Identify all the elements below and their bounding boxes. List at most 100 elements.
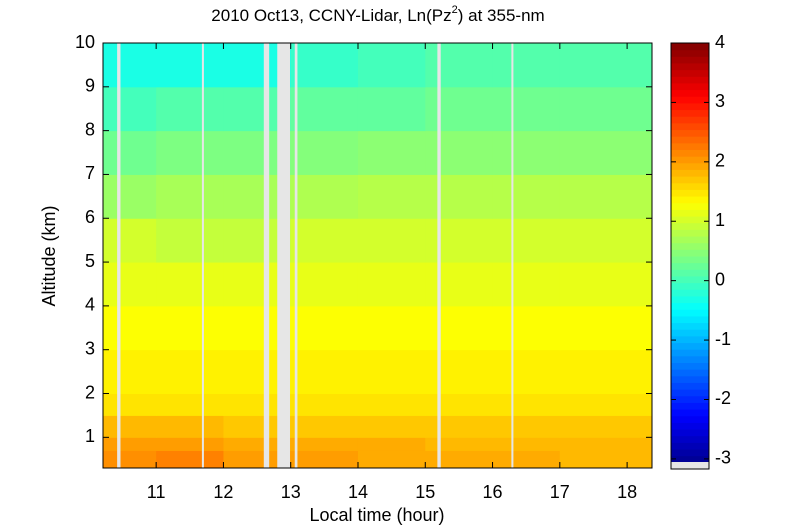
colorbar-swatch: [671, 362, 709, 370]
colorbar-swatch: [671, 415, 709, 423]
heatmap-cell: [223, 393, 292, 416]
colorbar-nan: [671, 462, 709, 469]
heatmap-cell: [103, 130, 157, 175]
heatmap-cell: [156, 174, 224, 219]
colorbar-swatch: [671, 442, 709, 450]
heatmap-cell: [559, 130, 653, 175]
heatmap-cell: [290, 174, 359, 219]
heatmap-cell: [290, 437, 359, 451]
heatmap-cell: [156, 450, 224, 469]
x-tick-label: 14: [348, 482, 368, 502]
heatmap-cell: [103, 305, 157, 351]
data-gap: [201, 43, 204, 468]
colorbar-tick-label: -3: [715, 448, 731, 468]
heatmap-cell: [559, 86, 653, 132]
colorbar-tick-label: -2: [715, 388, 731, 408]
chart-title: 2010 Oct13, CCNY-Lidar, Ln(Pz2) at 355-n…: [211, 4, 544, 26]
colorbar-swatch: [671, 189, 709, 197]
heatmap-cell: [425, 43, 494, 88]
title-superscript: 2: [452, 4, 458, 16]
colorbar-swatch: [671, 169, 709, 177]
colorbar-swatch: [671, 149, 709, 157]
colorbar-swatch: [671, 82, 709, 91]
colorbar-swatch: [671, 236, 709, 244]
colorbar-swatch: [671, 455, 709, 463]
colorbar-swatch: [671, 449, 709, 457]
colorbar-tick-label: 4: [715, 32, 725, 52]
colorbar-swatch: [671, 275, 709, 284]
colorbar-swatch: [671, 342, 709, 350]
heatmap-cell: [290, 349, 359, 395]
heatmap-cell: [223, 437, 292, 451]
colorbar-swatch: [671, 156, 709, 164]
y-tick-label: 5: [85, 251, 95, 271]
colorbar-swatch: [671, 256, 709, 264]
heatmap-cell: [425, 86, 494, 132]
colorbar-swatch: [671, 209, 709, 217]
colorbar-swatch: [671, 249, 709, 257]
colorbar-swatch: [671, 136, 709, 144]
heatmap-cell: [103, 262, 157, 307]
heatmap-cell: [290, 393, 359, 416]
colorbar-swatch: [671, 329, 709, 337]
heatmap-cell: [425, 450, 494, 469]
colorbar-swatch: [671, 43, 709, 51]
heatmap-cell: [492, 130, 561, 175]
heatmap-cell: [103, 86, 157, 132]
heatmap-cell: [357, 450, 426, 469]
colorbar-swatch: [671, 142, 709, 150]
colorbar-swatch: [671, 242, 709, 250]
heatmap-cell: [357, 218, 426, 263]
heatmap-cell: [492, 305, 561, 351]
heatmap-cell: [425, 262, 494, 307]
heatmap-cell: [425, 130, 494, 175]
heatmap-cell: [156, 305, 224, 351]
heatmap-cell: [357, 262, 426, 307]
heatmap-cell: [290, 305, 359, 351]
heatmap-cell: [103, 43, 157, 88]
colorbar-tick-label: 2: [715, 151, 725, 171]
title-part: ) at 355-nm: [458, 6, 545, 25]
colorbar-swatch: [671, 355, 709, 363]
heatmap-cell: [559, 415, 653, 438]
x-tick-label: 16: [483, 482, 503, 502]
x-tick-label: 15: [415, 482, 435, 502]
heatmap-cell: [357, 305, 426, 351]
heatmap-cell: [559, 218, 653, 263]
colorbar-swatch: [671, 262, 709, 270]
heatmap-cell: [290, 415, 359, 438]
colorbar-swatch: [671, 302, 709, 310]
heatmap-cell: [290, 218, 359, 263]
heatmap-cell: [357, 349, 426, 395]
colorbar-swatch: [671, 116, 709, 124]
heatmap-cell: [425, 415, 494, 438]
colorbar-frame: [670, 42, 710, 470]
title-part: 2010 Oct13, CCNY-Lidar, Ln(Pz: [211, 6, 451, 25]
data-gap: [277, 43, 291, 468]
heatmap-cell: [559, 437, 653, 451]
colorbar-swatch: [671, 422, 709, 430]
colorbar-swatch: [671, 269, 709, 277]
heatmap-cell: [425, 305, 494, 351]
x-tick-label: 13: [281, 482, 301, 502]
heatmap-cell: [290, 262, 359, 307]
colorbar-swatch: [671, 349, 709, 357]
heatmap-cell: [492, 415, 561, 438]
colorbar-swatch: [671, 76, 709, 84]
heatmap-cell: [223, 450, 292, 469]
heatmap-cell: [559, 174, 653, 219]
heatmap-cell: [103, 174, 157, 219]
colorbar-swatch: [671, 96, 709, 104]
y-tick-label: 4: [85, 295, 95, 315]
plot-frame: [102, 42, 653, 469]
heatmap-cell: [103, 437, 157, 451]
colorbar-swatch: [671, 322, 709, 330]
y-tick-label: 2: [85, 382, 95, 402]
colorbar-swatch: [671, 375, 709, 383]
heatmap-cell: [103, 393, 157, 416]
data-gap: [437, 43, 441, 468]
heatmap-cell: [492, 218, 561, 263]
colorbar-swatch: [671, 56, 709, 64]
colorbar-swatch: [671, 309, 709, 317]
colorbar-swatch: [671, 315, 709, 324]
